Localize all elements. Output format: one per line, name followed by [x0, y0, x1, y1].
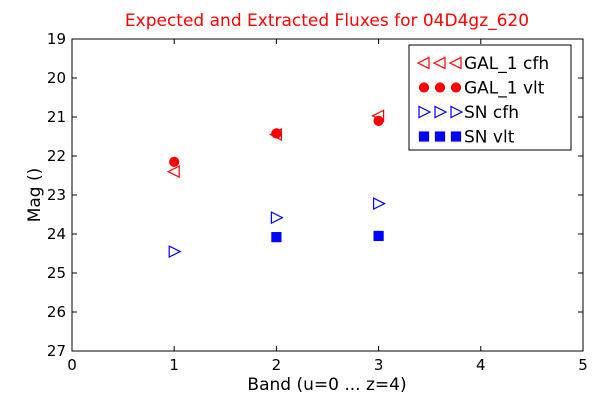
legend-marker [450, 82, 462, 93]
chart-title: Expected and Extracted Fluxes for 04D4gz… [125, 11, 529, 31]
legend-marker [434, 82, 446, 93]
data-point [166, 165, 180, 179]
data-point [373, 230, 384, 242]
legend-marker [448, 56, 462, 70]
legend-marker [416, 56, 430, 70]
legend-marker [432, 56, 446, 70]
x-tick-label: 3 [374, 356, 384, 374]
legend: GAL_1 cfh GAL_1 vlt SN cfh SN vlt [408, 44, 572, 151]
x-tick-label: 0 [67, 356, 77, 374]
y-tick-label: 25 [47, 264, 66, 282]
legend-entry: GAL_1 cfh [416, 54, 549, 74]
legend-entry: GAL_1 vlt [418, 79, 545, 99]
y-tick-label: 24 [47, 225, 66, 243]
legend-entry: SN vlt [418, 128, 515, 148]
legend-label: GAL_1 cfh [464, 54, 549, 74]
legend-marker [418, 82, 430, 93]
data-point [271, 128, 282, 139]
legend-marker [418, 105, 432, 119]
y-tick-label: 21 [47, 108, 66, 126]
y-axis-title: Mag () [25, 168, 45, 223]
data-point [169, 156, 180, 167]
y-tick-label: 22 [47, 147, 66, 165]
data-point [271, 232, 282, 243]
x-tick-label: 5 [578, 356, 588, 374]
legend-label: SN cfh [464, 103, 519, 123]
legend-marker [434, 105, 448, 119]
y-tick-label: 23 [47, 186, 66, 204]
series-3 [271, 230, 384, 243]
series-2 [168, 197, 386, 259]
legend-marker [450, 105, 464, 119]
y-tick-label: 26 [47, 303, 66, 321]
data-point [373, 115, 384, 127]
x-tick-label: 2 [272, 356, 282, 374]
legend-marker [450, 131, 462, 142]
x-axis-title: Band (u=0 ... z=4) [247, 375, 406, 395]
legend-entry: SN cfh [418, 103, 519, 123]
y-tick-label: 20 [47, 69, 66, 87]
data-point [270, 211, 284, 225]
data-point [373, 197, 386, 211]
data-point [168, 245, 182, 259]
legend-label: SN vlt [464, 128, 515, 148]
y-tick-label: 27 [47, 342, 66, 360]
series-1 [169, 115, 384, 167]
x-tick-label: 4 [476, 356, 486, 374]
legend-marker [418, 131, 430, 142]
series-0 [166, 109, 385, 179]
x-tick-label: 1 [169, 356, 179, 374]
y-tick-label: 19 [47, 30, 66, 48]
legend-label: GAL_1 vlt [464, 79, 545, 99]
legend-marker [434, 131, 446, 142]
